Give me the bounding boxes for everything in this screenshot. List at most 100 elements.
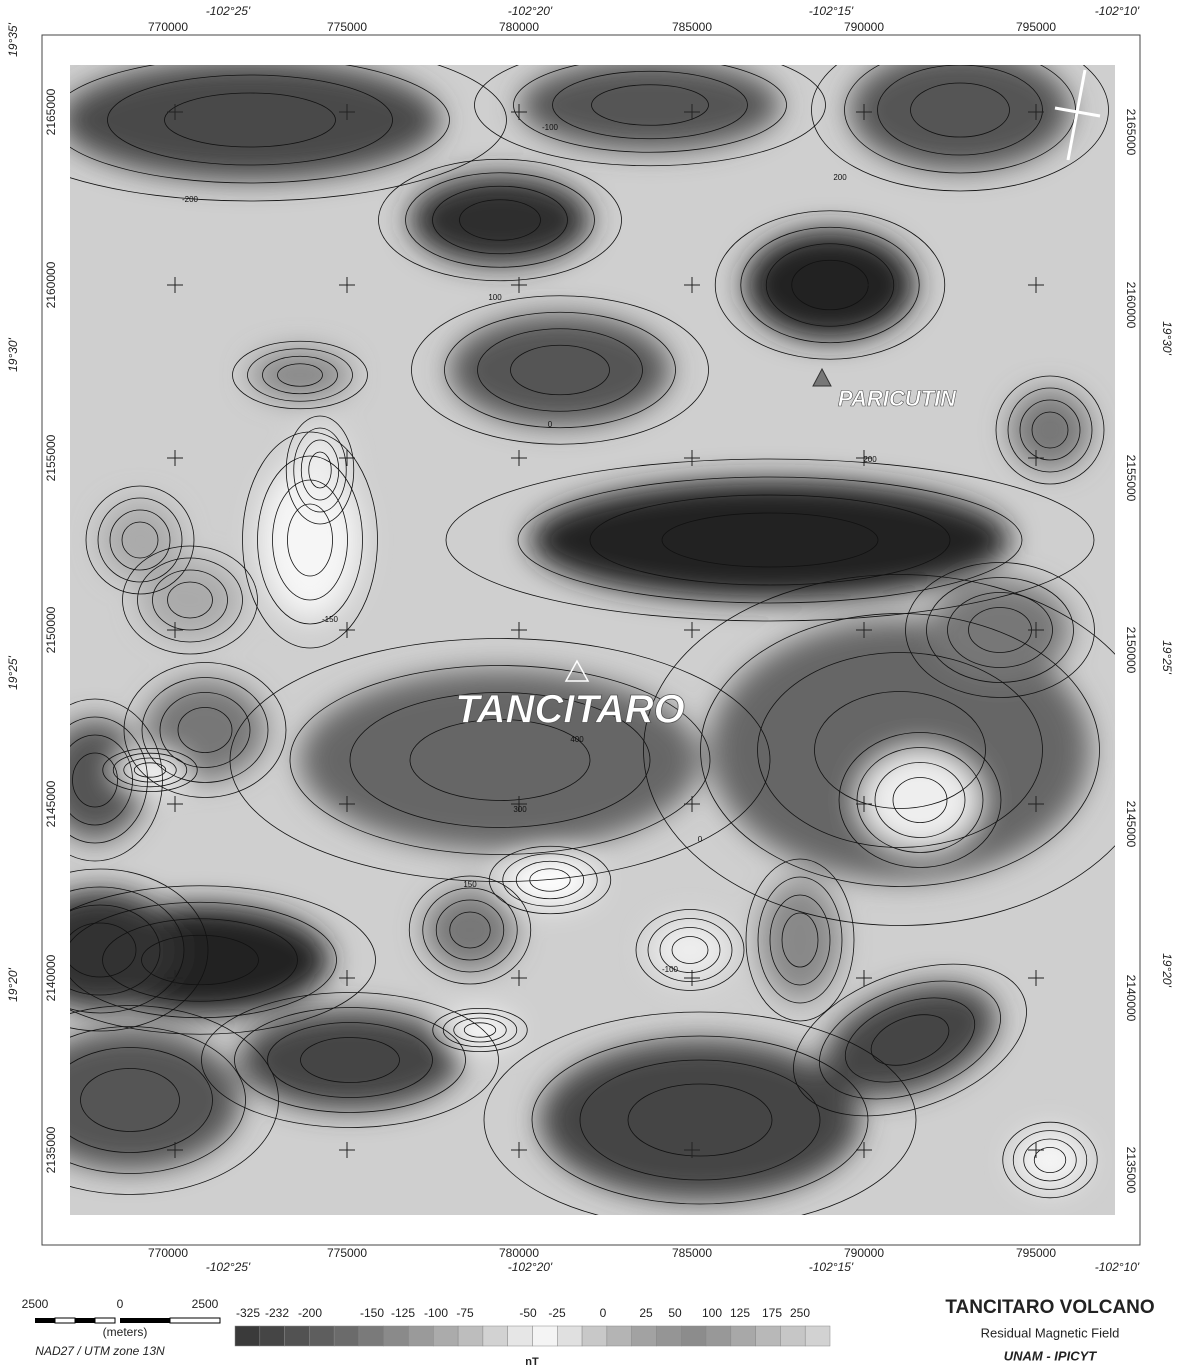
legend-swatch [730,1325,756,1347]
legend-swatch [606,1325,632,1347]
legend-swatch [507,1325,533,1347]
contour [1031,411,1069,449]
anomaly [540,1040,860,1200]
contour [635,909,745,991]
contour [445,458,1095,622]
contour [70,65,507,202]
legend-swatch [358,1325,385,1347]
contour-label: 0 [548,420,553,429]
contour [1023,1138,1077,1182]
contour [643,574,1115,926]
lon-label: -102°15' [809,1260,854,1274]
utm-y-label: 2165000 [44,88,58,135]
utm-x-label: 775000 [327,1246,367,1260]
lon-label: -102°20' [508,1260,553,1274]
projection: NAD27 / UTM zone 13N [35,1344,165,1358]
contour [229,638,771,882]
anomaly [295,430,345,510]
contour [70,698,163,862]
utm-y-label: 2140000 [1124,975,1138,1022]
utm-y-label: 2145000 [44,780,58,827]
lat-label: 19°25' [6,655,20,689]
anomaly [530,480,1010,600]
anomaly [520,65,780,150]
legend-label: -50 [519,1306,537,1320]
scale-label: 2500 [192,1297,219,1311]
legend-swatch [656,1325,682,1347]
lat-label: 19°30' [6,337,20,371]
legend-label: 25 [639,1306,653,1320]
contour [757,652,1043,848]
anomaly [505,855,595,905]
anomaly [1010,390,1090,470]
contour-label: -150 [322,615,339,624]
contour [510,344,610,396]
anomaly [425,890,515,970]
contour [70,716,148,844]
contour [122,545,258,655]
contour [627,1083,773,1157]
contour [152,569,228,631]
anomaly [823,983,997,1097]
contour-label: 400 [570,735,584,744]
title: TANCITARO VOLCANO [945,1297,1154,1318]
legend-label: 100 [702,1306,722,1320]
contour [133,762,167,778]
contour [947,592,1053,668]
scale-unit: (meters) [103,1325,148,1339]
utm-y-label: 2155000 [44,434,58,481]
contour [267,1022,433,1098]
scale-bar [35,1317,221,1324]
contour [765,243,895,327]
legend-label: -25 [548,1306,566,1320]
contour [477,328,643,412]
contour [1012,1130,1088,1190]
contour [70,904,161,996]
anomaly [745,230,915,340]
anomaly [760,880,840,1000]
contour [502,853,598,907]
utm-x-label: 775000 [327,20,367,34]
legend-label: -325 [236,1306,260,1320]
legend-swatch [333,1325,360,1347]
contour [819,980,1001,1100]
contour [714,210,946,360]
anomaly [240,1010,460,1110]
lat-label: 19°20' [1160,953,1174,987]
contour [80,1068,180,1132]
contour [531,1035,869,1205]
legend-swatch [705,1325,732,1347]
contour [167,581,213,619]
anomaly [140,560,240,640]
contour [112,752,188,788]
contour-label: -200 [182,195,199,204]
contour [745,858,855,1022]
contour [995,375,1105,485]
utm-y-label: 2135000 [1124,1147,1138,1194]
legend-swatch [383,1325,409,1347]
map-frame [41,34,1141,1246]
contour-label: 300 [513,805,527,814]
contour [232,340,368,410]
contour-label: 200 [863,455,877,464]
contour [463,1022,497,1038]
contour [72,752,118,808]
legend-label: -75 [456,1306,474,1320]
lon-label: -102°25' [206,4,251,18]
utm-x-label: 795000 [1016,20,1056,34]
contour [121,521,159,559]
contour [123,757,177,783]
contour [262,355,338,395]
contour [70,885,376,1035]
utm-y-label: 2160000 [44,261,58,308]
utm-y-label: 2150000 [44,606,58,653]
contour [201,992,499,1128]
contour [159,692,251,768]
contour [378,158,622,282]
contour [109,509,171,571]
contour-lines [70,65,1115,1215]
contour [70,1026,246,1174]
lon-label: -102°10' [1095,4,1140,18]
utm-x-label: 780000 [499,1246,539,1260]
contour-label: -100 [542,123,559,132]
